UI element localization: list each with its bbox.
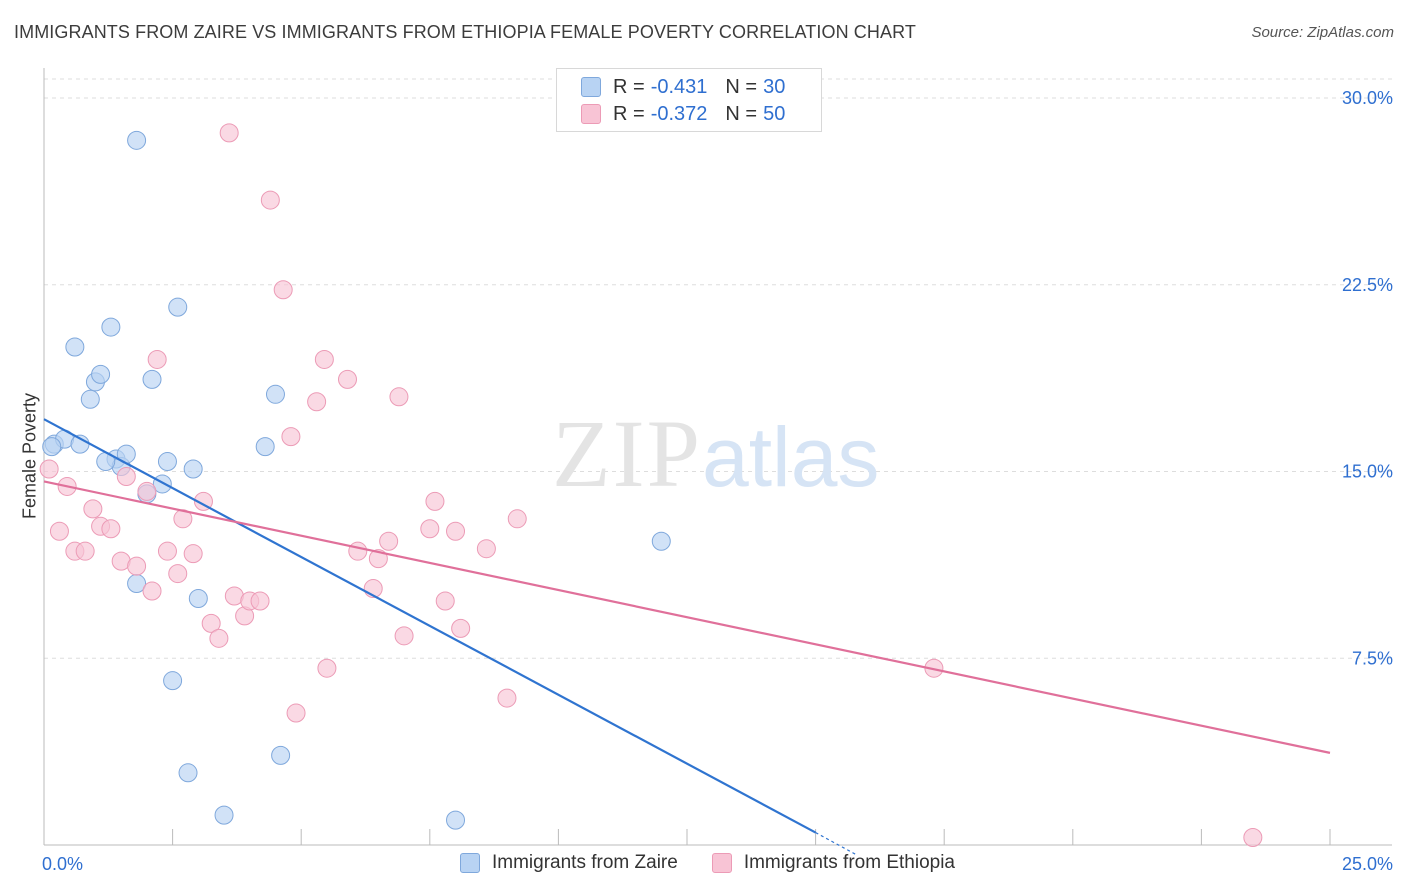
ethiopia-point bbox=[348, 541, 368, 561]
ethiopia-point bbox=[49, 521, 69, 541]
ethiopia-point bbox=[75, 541, 95, 561]
ethiopia-point bbox=[435, 591, 455, 611]
zaire-point bbox=[214, 805, 234, 825]
ethiopia-point bbox=[260, 190, 280, 210]
ethiopia-point bbox=[286, 703, 306, 723]
ethiopia-point bbox=[116, 466, 136, 486]
zaire-point bbox=[651, 531, 671, 551]
y-tick-label: 22.5% bbox=[1342, 275, 1393, 295]
zaire-point bbox=[168, 297, 188, 317]
stats-legend-ethiopia: R = -0.372 N = 50 bbox=[581, 101, 785, 127]
ethiopia-point bbox=[446, 521, 466, 541]
ethiopia-point bbox=[281, 427, 301, 447]
ethiopia-point bbox=[389, 387, 409, 407]
zaire-point bbox=[271, 745, 291, 765]
r-value: -0.431 bbox=[650, 75, 708, 98]
ethiopia-point bbox=[314, 349, 334, 369]
y-tick-label: 15.0% bbox=[1342, 462, 1393, 482]
ethiopia-point bbox=[39, 459, 59, 479]
y-tick-label: 30.0% bbox=[1342, 88, 1393, 108]
ethiopia-point bbox=[168, 564, 188, 584]
ethiopia-point bbox=[394, 626, 414, 646]
watermark: ZIPatlas bbox=[552, 400, 880, 507]
zaire-point bbox=[142, 369, 162, 389]
r-label: R = bbox=[613, 75, 645, 98]
ethiopia-point bbox=[219, 123, 239, 143]
ethiopia-point bbox=[147, 349, 167, 369]
legend-label-ethiopia: Immigrants from Ethiopia bbox=[743, 852, 955, 873]
x-tick-label: 25.0% bbox=[1342, 854, 1393, 874]
zaire-point bbox=[178, 763, 198, 783]
ethiopia-point bbox=[83, 499, 103, 519]
ethiopia-point bbox=[379, 531, 399, 551]
ethiopia-point bbox=[127, 556, 147, 576]
legend-label-zaire: Immigrants from Zaire bbox=[492, 852, 678, 873]
ethiopia-point bbox=[317, 658, 337, 678]
zaire-swatch bbox=[581, 77, 601, 97]
source-label: Source: ZipAtlas.com bbox=[1251, 24, 1394, 41]
zaire-point bbox=[265, 384, 285, 404]
chart-title: IMMIGRANTS FROM ZAIRE VS IMMIGRANTS FROM… bbox=[14, 22, 916, 42]
zaire-trend-line bbox=[43, 418, 817, 834]
ethiopia-point bbox=[507, 509, 527, 529]
ethiopia-point bbox=[101, 519, 121, 539]
legend-item-ethiopia[interactable]: Immigrants from Ethiopia bbox=[711, 852, 955, 874]
ethiopia-point bbox=[337, 369, 357, 389]
ethiopia-point bbox=[451, 618, 471, 638]
zaire-point bbox=[446, 810, 466, 830]
ethiopia-swatch bbox=[581, 104, 601, 124]
zaire-point bbox=[255, 437, 275, 457]
ethiopia-legend-swatch bbox=[711, 853, 732, 873]
zaire-point bbox=[188, 588, 208, 608]
zaire-legend-swatch bbox=[460, 853, 480, 873]
zaire-point bbox=[91, 364, 111, 384]
ethiopia-point bbox=[183, 544, 203, 564]
ethiopia-point bbox=[1243, 828, 1263, 848]
ethiopia-point bbox=[250, 591, 270, 611]
stats-legend: R = -0.431 N = 30 R = -0.372 N = 50 bbox=[556, 68, 822, 132]
r-label: R = bbox=[613, 102, 645, 125]
zaire-point bbox=[163, 671, 183, 691]
y-axis-label: Female Poverty bbox=[19, 392, 40, 520]
ethiopia-point bbox=[273, 280, 293, 300]
n-value: 50 bbox=[763, 102, 786, 125]
r-value: -0.372 bbox=[650, 102, 708, 125]
ethiopia-point bbox=[157, 541, 177, 561]
ethiopia-point bbox=[420, 519, 440, 539]
zaire-point bbox=[157, 452, 177, 472]
series-legend: Immigrants from Zaire Immigrants from Et… bbox=[460, 852, 989, 874]
ethiopia-point bbox=[137, 481, 157, 501]
ethiopia-point bbox=[476, 539, 496, 559]
legend-item-zaire[interactable]: Immigrants from Zaire bbox=[460, 852, 678, 874]
ethiopia-point bbox=[307, 392, 327, 412]
zaire-point bbox=[101, 317, 121, 337]
n-value: 30 bbox=[763, 75, 786, 98]
ethiopia-point bbox=[209, 628, 229, 648]
zaire-point bbox=[127, 130, 147, 150]
ethiopia-point bbox=[201, 613, 221, 633]
y-tick-label: 7.5% bbox=[1352, 648, 1393, 668]
zaire-point bbox=[183, 459, 203, 479]
zaire-point bbox=[65, 337, 85, 357]
zaire-point bbox=[80, 389, 100, 409]
ethiopia-point bbox=[142, 581, 162, 601]
n-label: N = bbox=[725, 75, 758, 98]
ethiopia-trend-line bbox=[43, 480, 1331, 754]
ethiopia-point bbox=[368, 549, 388, 569]
ethiopia-point bbox=[497, 688, 517, 708]
zaire-point bbox=[42, 437, 62, 457]
n-label: N = bbox=[725, 102, 758, 125]
ethiopia-point bbox=[425, 491, 445, 511]
stats-legend-zaire: R = -0.431 N = 30 bbox=[581, 74, 785, 100]
zaire-trend-extension bbox=[815, 832, 858, 856]
x-tick-label: 0.0% bbox=[42, 854, 83, 874]
